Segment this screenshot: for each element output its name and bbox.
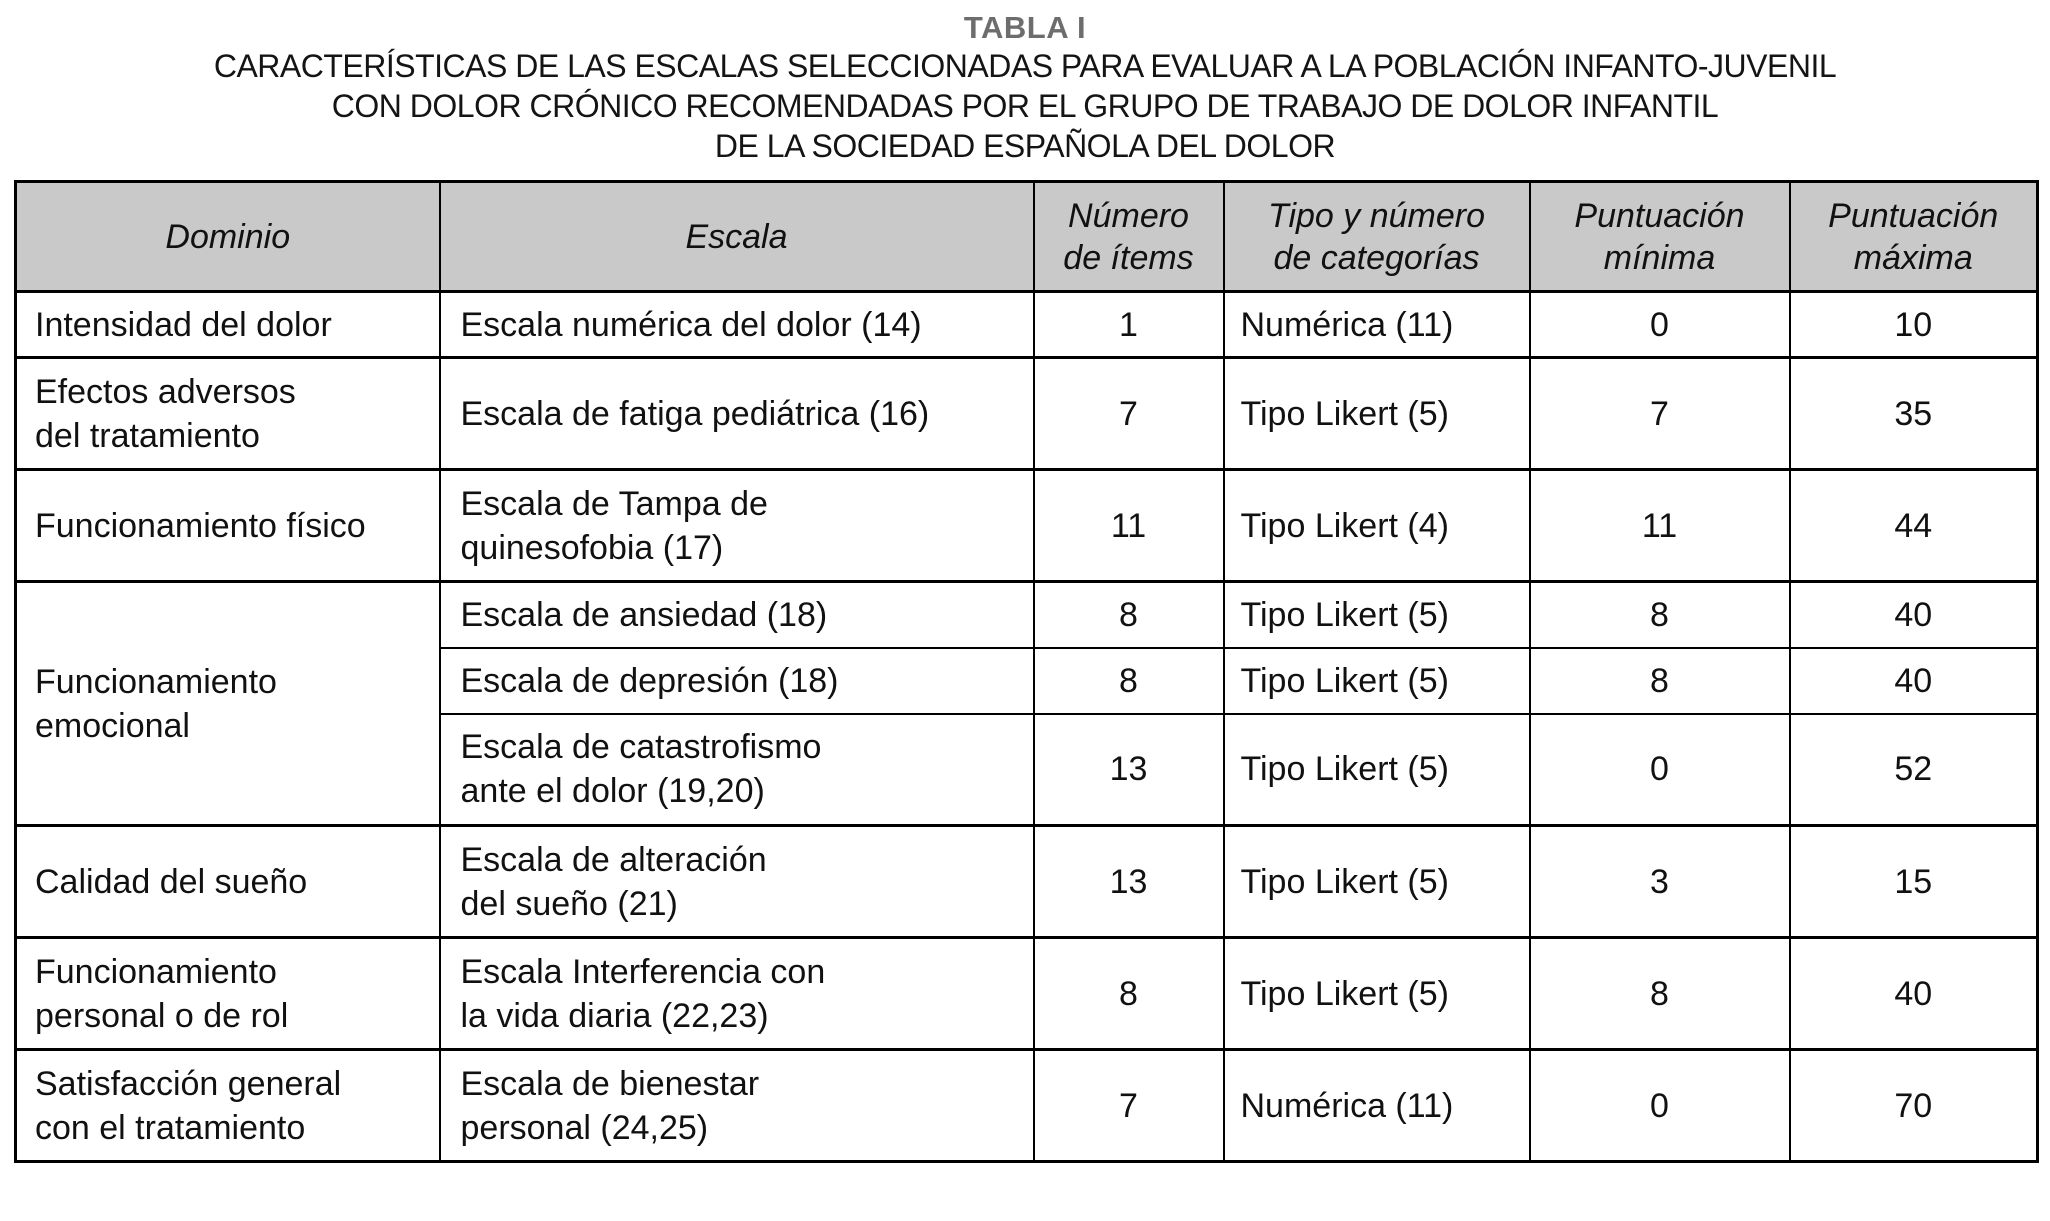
cell-puntuacion-maxima: 10 <box>1788 290 2039 359</box>
cell-escala: Escala de fatiga pediátrica (16) <box>438 356 1035 471</box>
cell-puntuacion-minima: 8 <box>1528 646 1791 715</box>
cell-tipo-categorias: Tipo Likert (5) <box>1222 936 1531 1051</box>
cell-dominio: Funcionamiento emocional <box>14 580 441 827</box>
cell-puntuacion-minima: 11 <box>1528 468 1791 583</box>
header-tipo-categorias: Tipo y número de categorías <box>1222 180 1531 293</box>
scales-characteristics-table: Dominio Escala Número de ítems Tipo y nú… <box>14 180 2039 1163</box>
table-row: Funcionamiento personal o de rol Escala … <box>14 936 2039 1051</box>
table-row: Escala de depresión (18) 8 Tipo Likert (… <box>16 646 2039 715</box>
cell-escala: Escala de alteración del sueño (21) <box>438 824 1035 939</box>
cell-tipo-categorias: Tipo Likert (4) <box>1222 468 1531 583</box>
table-row: Funcionamiento físico Escala de Tampa de… <box>14 468 2039 583</box>
cell-tipo-categorias: Tipo Likert (5) <box>1222 646 1531 715</box>
cell-escala: Escala de ansiedad (18) <box>438 580 1035 649</box>
header-numero-items: Número de ítems <box>1032 180 1225 293</box>
cell-puntuacion-maxima: 44 <box>1788 468 2039 583</box>
table-title-line-3: DE LA SOCIEDAD ESPAÑOLA DEL DOLOR <box>714 128 1336 164</box>
cell-escala: Escala numérica del dolor (14) <box>438 290 1035 359</box>
cell-tipo-categorias: Tipo Likert (5) <box>1222 712 1531 827</box>
cell-puntuacion-minima: 0 <box>1528 290 1791 359</box>
cell-puntuacion-maxima: 35 <box>1788 356 2039 471</box>
table-row: Intensidad del dolor Escala numérica del… <box>14 290 2039 359</box>
cell-dominio: Satisfacción general con el tratamiento <box>14 1048 441 1163</box>
table-title-line-2: CON DOLOR CRÓNICO RECOMENDADAS POR EL GR… <box>331 88 1719 124</box>
cell-numero-items: 13 <box>1032 824 1225 939</box>
cell-dominio: Efectos adversos del tratamiento <box>14 356 441 471</box>
cell-numero-items: 8 <box>1032 580 1225 649</box>
cell-tipo-categorias: Tipo Likert (5) <box>1222 356 1531 471</box>
cell-puntuacion-maxima: 70 <box>1788 1048 2039 1163</box>
cell-numero-items: 8 <box>1032 936 1225 1051</box>
cell-puntuacion-minima: 3 <box>1528 824 1791 939</box>
cell-dominio: Calidad del sueño <box>14 824 441 939</box>
cell-escala: Escala de depresión (18) <box>438 646 1035 715</box>
table-row: Funcionamiento emocional Escala de ansie… <box>14 580 2039 827</box>
cell-dominio: Intensidad del dolor <box>14 290 441 359</box>
cell-escala: Escala de catastrofismo ante el dolor (1… <box>438 712 1035 827</box>
table-number-label: TABLA I <box>963 10 1087 45</box>
cell-tipo-categorias: Tipo Likert (5) <box>1222 824 1531 939</box>
cell-puntuacion-minima: 8 <box>1528 580 1791 649</box>
cell-tipo-categorias: Numérica (11) <box>1222 290 1531 359</box>
table-caption: TABLA I CARACTERÍSTICAS DE LAS ESCALAS S… <box>0 0 2050 166</box>
header-row: Dominio Escala Número de ítems Tipo y nú… <box>14 180 2039 293</box>
cell-puntuacion-minima: 0 <box>1528 1048 1791 1163</box>
cell-puntuacion-maxima: 52 <box>1788 712 2039 827</box>
table-row: Escala de catastrofismo ante el dolor (1… <box>16 712 2039 827</box>
cell-escala: Escala de bienestar personal (24,25) <box>438 1048 1035 1163</box>
cell-puntuacion-minima: 7 <box>1528 356 1791 471</box>
cell-escala: Escala de Tampa de quinesofobia (17) <box>438 468 1035 583</box>
cell-dominio: Funcionamiento personal o de rol <box>14 936 441 1051</box>
cell-dominio: Funcionamiento físico <box>14 468 441 583</box>
cell-tipo-categorias: Tipo Likert (5) <box>1222 580 1531 649</box>
cell-puntuacion-maxima: 40 <box>1788 646 2039 715</box>
table-row: Efectos adversos del tratamiento Escala … <box>14 356 2039 471</box>
cell-numero-items: 13 <box>1032 712 1225 827</box>
cell-numero-items: 1 <box>1032 290 1225 359</box>
cell-tipo-categorias: Numérica (11) <box>1222 1048 1531 1163</box>
header-escala: Escala <box>438 180 1035 293</box>
cell-puntuacion-minima: 8 <box>1528 936 1791 1051</box>
header-puntuacion-maxima: Puntuación máxima <box>1788 180 2039 293</box>
cell-puntuacion-maxima: 15 <box>1788 824 2039 939</box>
cell-numero-items: 7 <box>1032 1048 1225 1163</box>
table-row: Calidad del sueño Escala de alteración d… <box>14 824 2039 939</box>
cell-escala: Escala Interferencia con la vida diaria … <box>438 936 1035 1051</box>
header-dominio: Dominio <box>14 180 441 293</box>
table-title-line-1: CARACTERÍSTICAS DE LAS ESCALAS SELECCION… <box>213 48 1837 84</box>
cell-numero-items: 8 <box>1032 646 1225 715</box>
cell-puntuacion-maxima: 40 <box>1788 580 2039 649</box>
cell-numero-items: 7 <box>1032 356 1225 471</box>
cell-puntuacion-maxima: 40 <box>1788 936 2039 1051</box>
cell-numero-items: 11 <box>1032 468 1225 583</box>
header-puntuacion-minima: Puntuación mínima <box>1528 180 1791 293</box>
table-row: Satisfacción general con el tratamiento … <box>14 1048 2039 1163</box>
cell-puntuacion-minima: 0 <box>1528 712 1791 827</box>
